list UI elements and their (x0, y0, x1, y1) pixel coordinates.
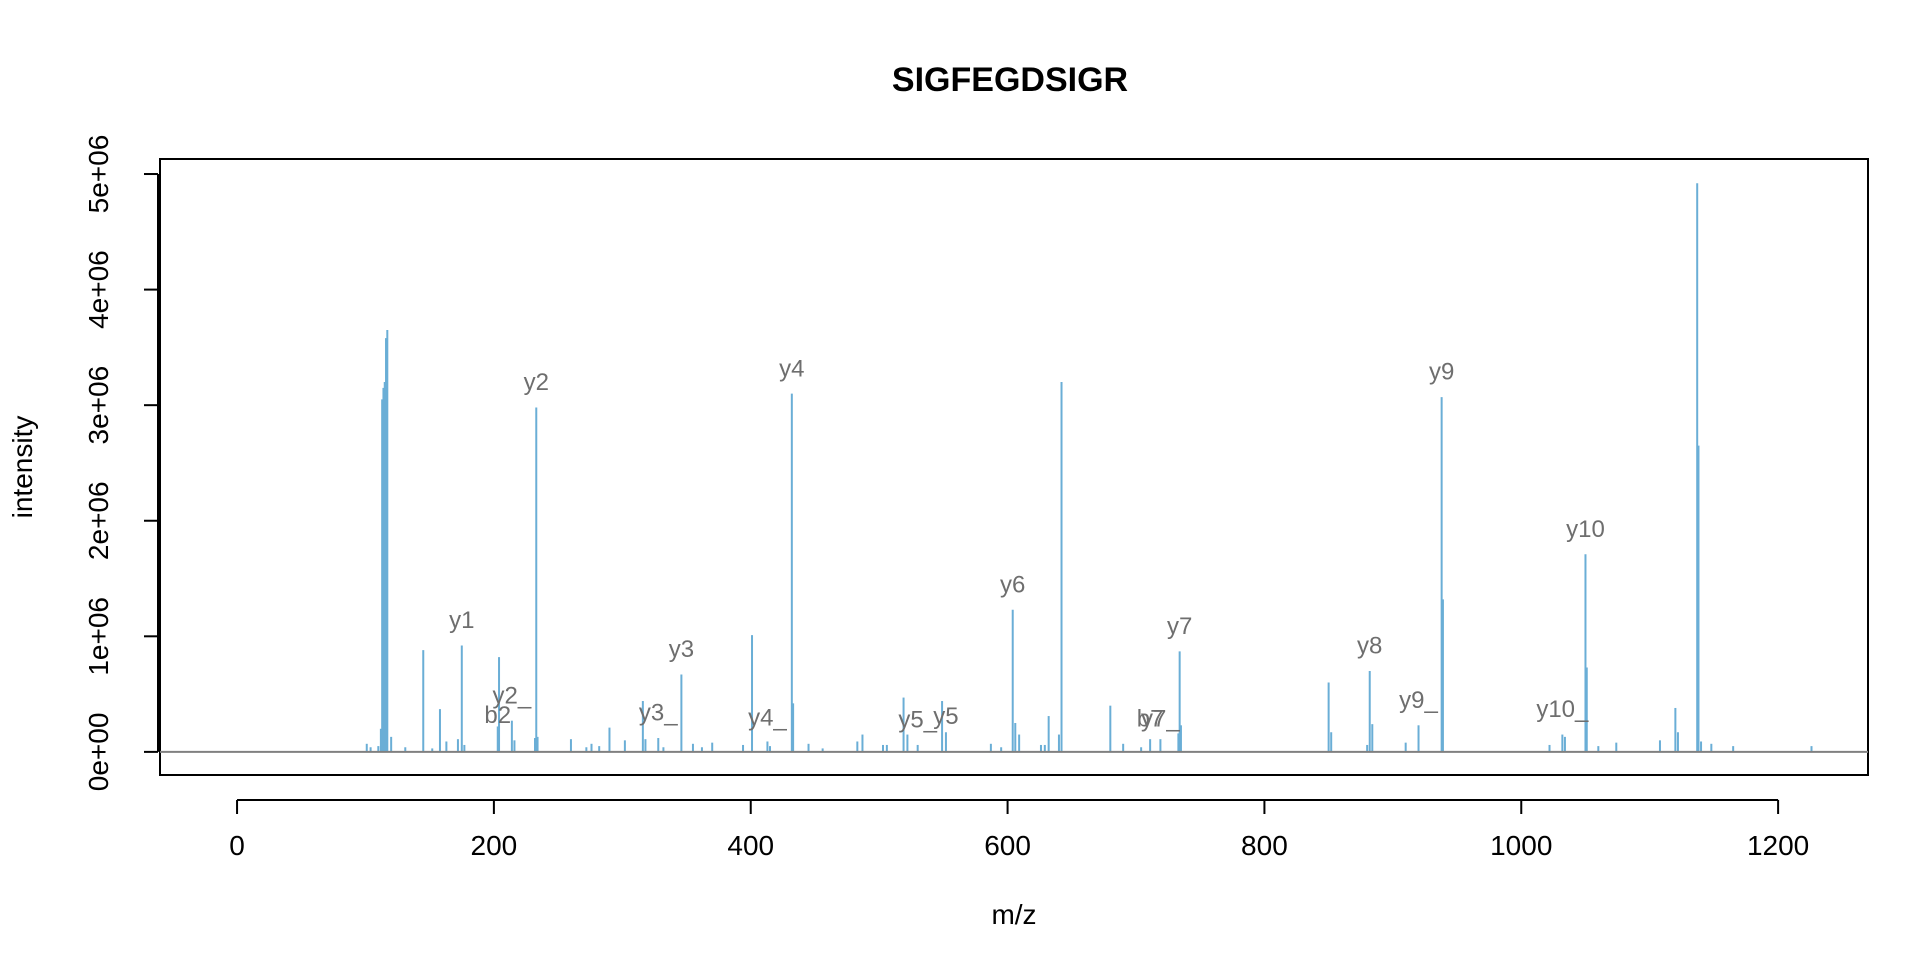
peak-label-16: y9_ (1399, 687, 1438, 714)
peak-label-7: y4_ (748, 704, 787, 731)
peak-label-15: y9 (1429, 359, 1454, 386)
peak-label-18: y10_ (1536, 696, 1589, 723)
x-tick-label-4: 800 (1241, 830, 1288, 861)
x-tick-label-2: 400 (727, 830, 774, 861)
peak-label-6: y4 (779, 355, 804, 382)
x-tick-label-3: 600 (984, 830, 1031, 861)
peak-label-4: y3 (669, 636, 694, 663)
y-tick-label-3: 3e+06 (83, 366, 114, 445)
peak-label-8: y5 (933, 703, 958, 730)
peak-label-1: y2 (524, 369, 549, 396)
y-tick-label-4: 4e+06 (83, 250, 114, 329)
y-axis: 0e+00 1e+06 2e+06 3e+06 4e+06 5e+06 (83, 135, 159, 792)
peak-label-9: y5_ (898, 707, 937, 734)
x-tick-label-0: 0 (229, 830, 245, 861)
y-tick-label-1: 1e+06 (83, 597, 114, 676)
plot-frame (159, 158, 1869, 776)
x-tick-label-6: 1200 (1747, 830, 1809, 861)
y-tick-label-5: 5e+06 (83, 135, 114, 214)
y-axis-label: intensity (7, 416, 38, 519)
peak-label-2: y2_ (493, 682, 532, 709)
peak-label-0: y1 (449, 607, 474, 634)
peaks (365, 183, 1813, 752)
y-tick-label-0: 0e+00 (83, 713, 114, 792)
peak-label-13: y7_ (1141, 705, 1180, 732)
peak-label-5: y3_ (639, 700, 678, 727)
y-tick-label-2: 2e+06 (83, 481, 114, 560)
x-axis: 0 200 400 600 800 1000 1200 (229, 799, 1809, 861)
peak-label-12: b7 (1137, 705, 1164, 732)
peak-label-17: y10 (1566, 516, 1605, 543)
x-tick-label-1: 200 (471, 830, 518, 861)
x-tick-label-5: 1000 (1490, 830, 1552, 861)
peak-label-14: y8 (1357, 633, 1382, 660)
peak-label-10: y6 (1000, 571, 1025, 598)
peak-label-11: y7 (1167, 613, 1192, 640)
x-axis-label: m/z (991, 899, 1036, 930)
chart-title: SIGFEGDSIGR (892, 61, 1128, 99)
peak-label-3: b2 (484, 702, 511, 729)
